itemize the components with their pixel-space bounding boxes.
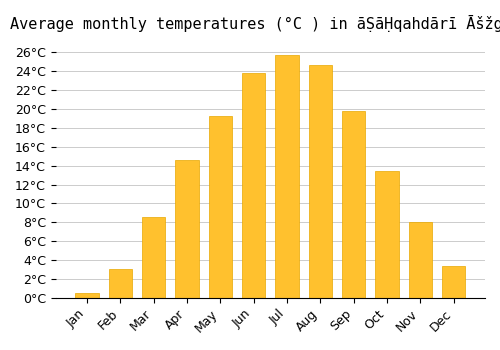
- Bar: [142, 217, 166, 298]
- Bar: [75, 293, 98, 298]
- Bar: [242, 73, 266, 298]
- Bar: [276, 55, 298, 298]
- Bar: [108, 270, 132, 298]
- Bar: [376, 171, 399, 298]
- Bar: [308, 65, 332, 298]
- Title: Average monthly temperatures (°C ) in āṢāḤqahdārī Āšžghar: Average monthly temperatures (°C ) in āṢ…: [10, 15, 500, 32]
- Bar: [409, 222, 432, 298]
- Bar: [342, 111, 365, 298]
- Bar: [442, 266, 466, 298]
- Bar: [176, 160, 199, 298]
- Bar: [208, 116, 232, 298]
